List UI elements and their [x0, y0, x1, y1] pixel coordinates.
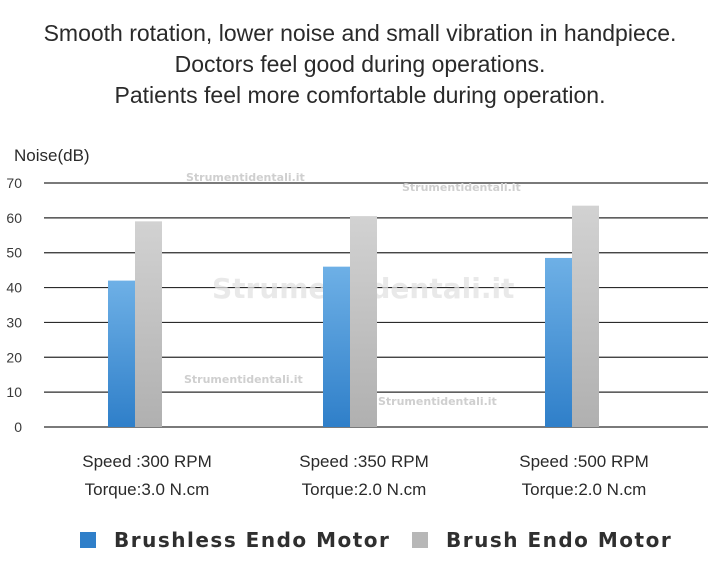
- watermark-2: Strumentidentali.it: [402, 181, 521, 194]
- legend-swatch-brushless: [80, 532, 96, 548]
- legend-label-brush: Brush Endo Motor: [446, 528, 673, 552]
- headline-line-3: Patients feel more comfortable during op…: [114, 82, 606, 108]
- watermark-4: Strumentidentali.it: [184, 373, 303, 386]
- x-label-speed-3: Speed :500 RPM: [519, 452, 648, 471]
- y-tick-label-70: 70: [6, 175, 22, 191]
- bar-series2-cat3: [572, 205, 599, 427]
- bar-series2-cat1: [135, 221, 162, 427]
- bar-series2-cat2: [350, 216, 377, 427]
- headline-line-2: Doctors feel good during operations.: [174, 51, 546, 77]
- legend-swatch-brush: [412, 532, 428, 548]
- headline-line-1: Smooth rotation, lower noise and small v…: [43, 20, 677, 46]
- bar-series1-cat1: [108, 280, 135, 427]
- x-label-torque-1: Torque:3.0 N.cm: [85, 480, 210, 499]
- y-tick-label-50: 50: [6, 245, 22, 261]
- y-tick-label-10: 10: [6, 384, 22, 400]
- y-axis-label: Noise(dB): [14, 146, 90, 165]
- x-label-torque-2: Torque:2.0 N.cm: [302, 480, 427, 499]
- y-tick-label-0: 0: [14, 419, 22, 435]
- legend-brushless: Brushless Endo Motor: [80, 525, 390, 555]
- x-label-speed-1: Speed :300 RPM: [82, 452, 211, 471]
- y-tick-label-40: 40: [6, 280, 22, 296]
- bar-series1-cat3: [545, 257, 572, 427]
- y-tick-label-30: 30: [6, 314, 22, 330]
- x-label-speed-2: Speed :350 RPM: [299, 452, 428, 471]
- y-tick-label-20: 20: [6, 349, 22, 365]
- watermark-1: Strumentidentali.it: [186, 171, 305, 184]
- y-tick-label-60: 60: [6, 210, 22, 226]
- x-label-torque-3: Torque:2.0 N.cm: [522, 480, 647, 499]
- legend-brush: Brush Endo Motor: [412, 525, 672, 555]
- legend-label-brushless: Brushless Endo Motor: [114, 528, 391, 552]
- bar-series1-cat2: [323, 266, 350, 427]
- watermark-5: Strumentidentali.it: [378, 395, 497, 408]
